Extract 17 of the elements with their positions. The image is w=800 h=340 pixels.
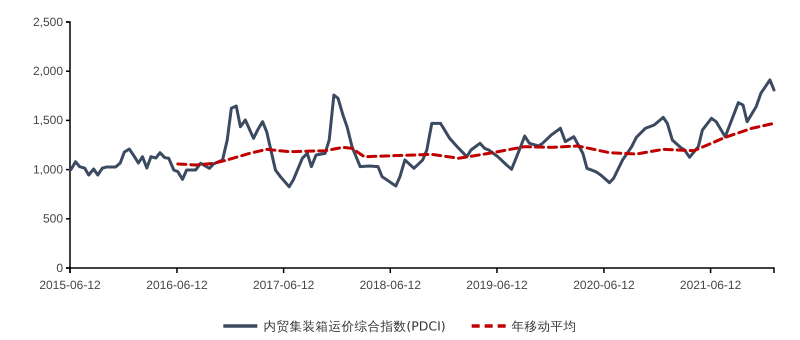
y-tick-label: 2,000 [32,64,64,78]
legend-label: 内贸集装箱运价综合指数(PDCI) [263,318,446,334]
x-tick-label: 2018-06-12 [360,278,422,292]
line-series [176,122,776,166]
y-tick-label: 1,000 [32,162,64,176]
y-tick-label: 2,500 [32,14,64,29]
x-tick-label: 2017-06-12 [252,278,315,292]
line-series [69,78,776,188]
y-tick-label: 1,500 [32,113,64,128]
x-tick-label: 2015-06-12 [39,278,102,292]
x-tick-label: 2016-06-12 [146,278,208,292]
x-tick-label: 2020-06-12 [573,278,635,292]
y-tick-label: 0 [56,260,64,275]
legend-label: 年移动平均 [512,318,577,334]
x-tick-label: 2021-06-12 [680,278,742,292]
x-tick-label: 2019-06-12 [466,278,528,292]
y-tick-label: 500 [42,212,64,226]
